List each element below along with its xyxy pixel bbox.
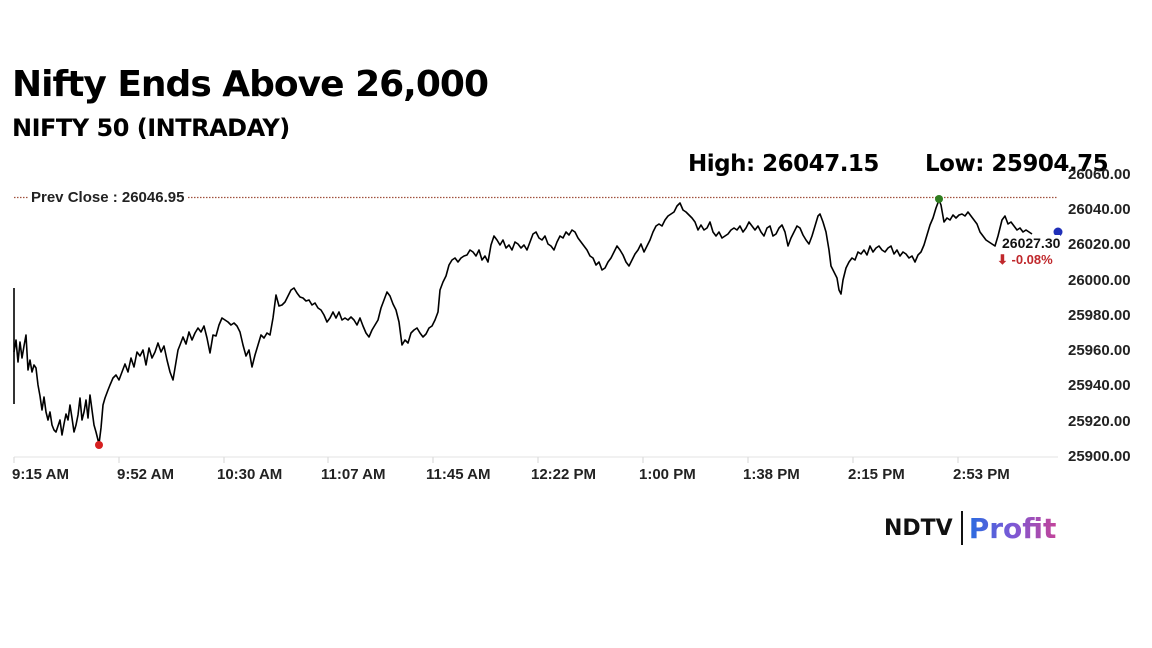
chart-headline: Nifty Ends Above 26,000 [12, 64, 489, 105]
y-tick-label: 26060.00 [1068, 166, 1131, 183]
y-tick-label: 25940.00 [1068, 377, 1131, 394]
ndtv-wordmark: NDTV [884, 515, 953, 541]
y-tick-label: 25960.00 [1068, 342, 1131, 359]
y-tick-label: 26020.00 [1068, 236, 1131, 253]
y-tick-label: 25980.00 [1068, 307, 1131, 324]
y-tick-label: 26000.00 [1068, 272, 1131, 289]
day-low-label: Low: 25904.75 [925, 151, 1109, 177]
last-price-marker [1053, 227, 1063, 237]
logo-divider [960, 511, 963, 545]
y-tick-label: 25900.00 [1068, 448, 1131, 465]
x-tick-label: 1:38 PM [743, 466, 800, 483]
profit-wordmark: Profit [968, 511, 1057, 545]
y-tick-label: 25920.00 [1068, 413, 1131, 430]
day-high-label: High: 26047.15 [688, 151, 879, 177]
chart-subtitle: NIFTY 50 (INTRADAY) [12, 114, 290, 142]
x-tick-label: 1:00 PM [639, 466, 696, 483]
prev-close-label: Prev Close : 26046.95 [28, 189, 188, 206]
price-line [13, 199, 1033, 445]
x-tick-label: 11:45 AM [426, 466, 491, 483]
x-tick-label: 9:52 AM [117, 466, 174, 483]
low-marker [95, 441, 103, 449]
x-tick-label: 2:53 PM [953, 466, 1010, 483]
x-tick-label: 11:07 AM [321, 466, 386, 483]
x-tick-label: 9:15 AM [12, 466, 69, 483]
percent-change-label: ⬇ -0.08% [997, 252, 1053, 267]
ndtv-profit-logo: NDTV Profit [884, 508, 1056, 548]
x-tick-label: 2:15 PM [848, 466, 905, 483]
high-marker [935, 195, 943, 203]
last-price-label: 26027.30 [1002, 235, 1061, 251]
x-tick-label: 12:22 PM [531, 466, 597, 483]
x-axis-ticks [13, 457, 959, 463]
y-tick-label: 26040.00 [1068, 201, 1131, 218]
x-tick-label: 10:30 AM [217, 466, 283, 483]
